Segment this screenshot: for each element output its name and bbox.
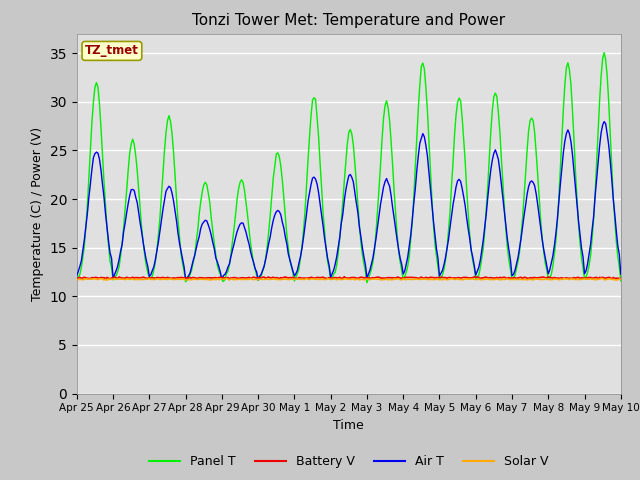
Y-axis label: Temperature (C) / Power (V): Temperature (C) / Power (V) [31,127,44,300]
Title: Tonzi Tower Met: Temperature and Power: Tonzi Tower Met: Temperature and Power [192,13,506,28]
Legend: Panel T, Battery V, Air T, Solar V: Panel T, Battery V, Air T, Solar V [144,450,554,473]
Text: TZ_tmet: TZ_tmet [85,44,139,58]
X-axis label: Time: Time [333,419,364,432]
